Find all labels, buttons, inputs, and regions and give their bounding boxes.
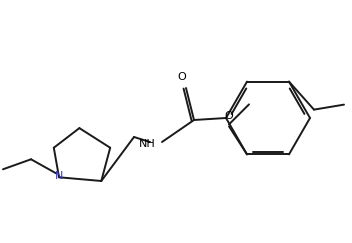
Text: O: O xyxy=(178,72,186,82)
Text: N: N xyxy=(55,171,63,181)
Text: O: O xyxy=(225,111,233,121)
Text: NH: NH xyxy=(139,139,156,149)
